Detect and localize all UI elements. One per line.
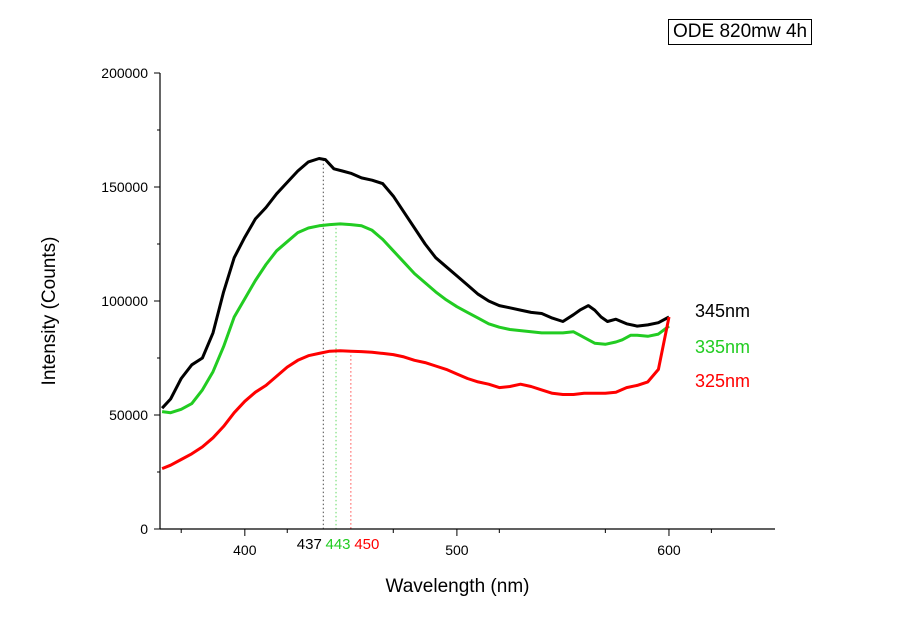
- x-tick-label: 600: [657, 542, 681, 558]
- y-axis-label: Intensity (Counts): [39, 237, 60, 386]
- series-line-325nm: [161, 316, 671, 470]
- series-line-335nm: [161, 222, 670, 415]
- x-tick-label: 400: [233, 542, 257, 558]
- y-tick-label: 100000: [101, 293, 148, 309]
- y-tick-label: 150000: [101, 179, 148, 195]
- x-axis-label: Wavelength (nm): [386, 576, 530, 597]
- series-label-335nm: 335nm: [695, 337, 750, 357]
- y-tick-label: 50000: [109, 407, 148, 423]
- series-label-345nm: 345nm: [695, 301, 750, 321]
- peak-marker-label: 443: [326, 536, 351, 553]
- peak-marker-label: 450: [354, 536, 379, 553]
- series-label-325nm: 325nm: [695, 371, 750, 391]
- peak-marker-label: 437: [297, 536, 322, 553]
- y-tick-label: 200000: [101, 65, 148, 81]
- y-tick-label: 0: [140, 521, 148, 537]
- chart-title-box: ODE 820mw 4h: [668, 19, 813, 45]
- series-line-345nm: [160, 157, 670, 410]
- x-tick-label: 500: [445, 542, 469, 558]
